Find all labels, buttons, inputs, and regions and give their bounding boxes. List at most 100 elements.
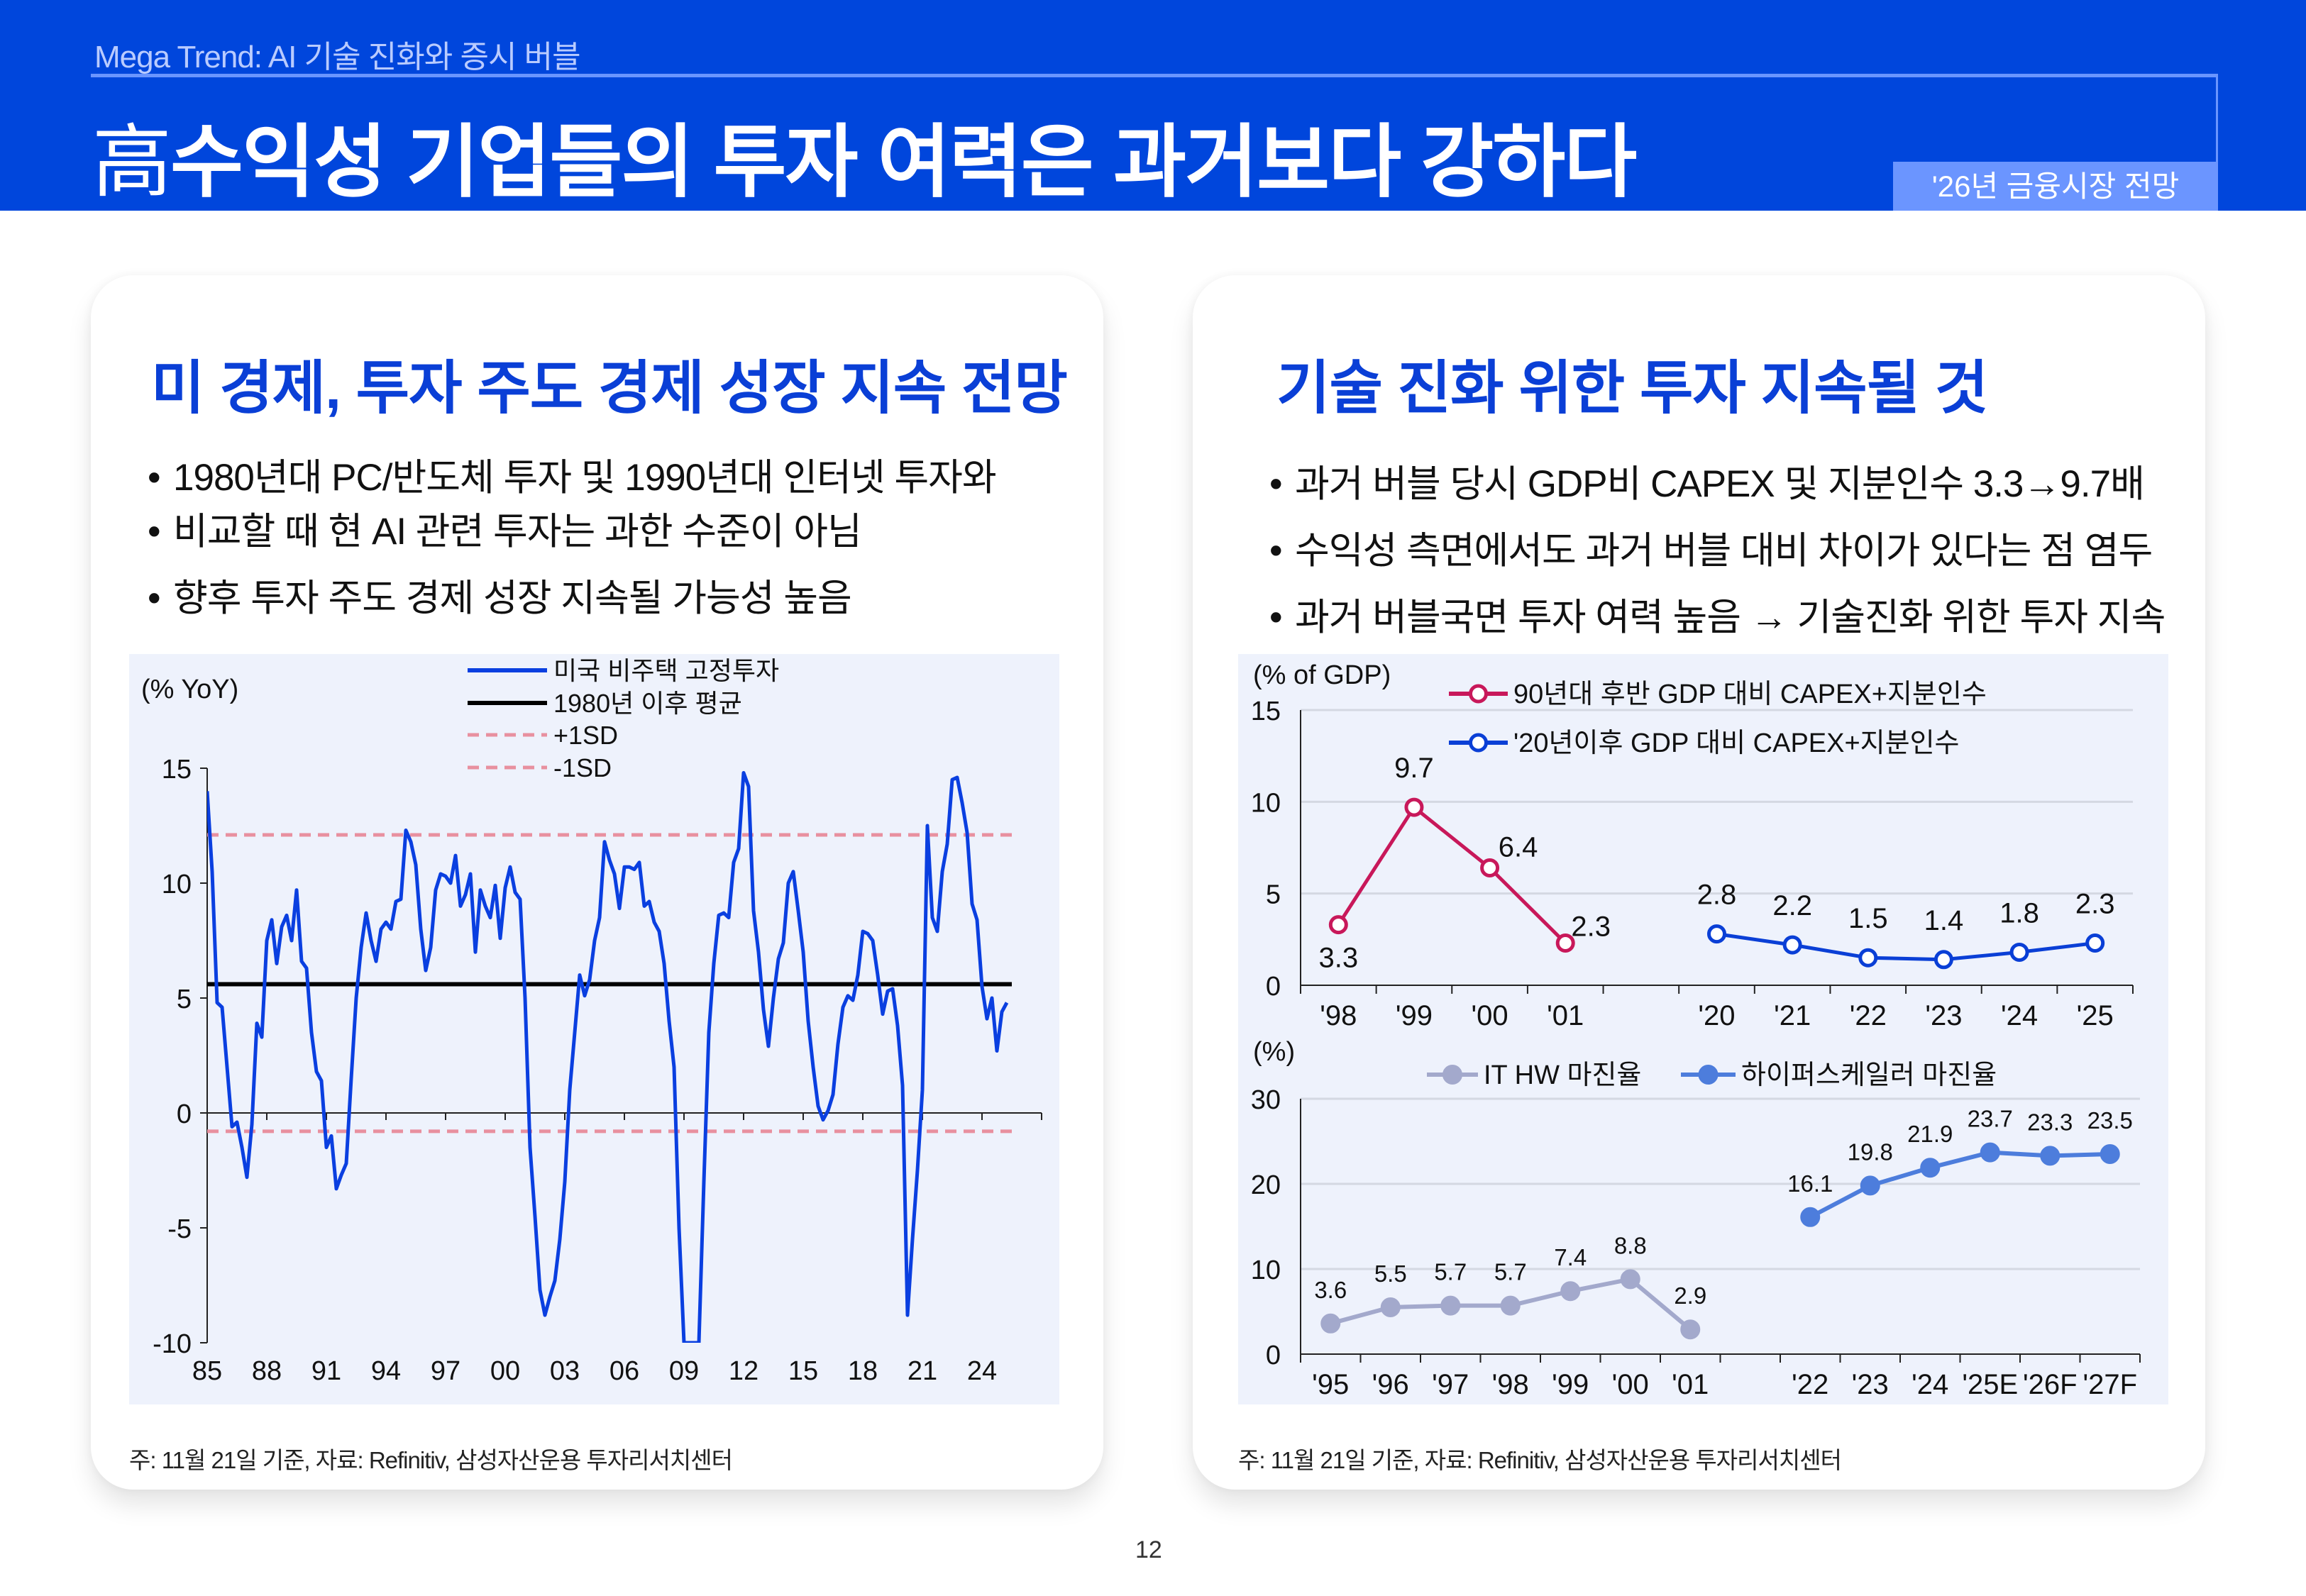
header-divider-vertical xyxy=(2216,74,2218,163)
data-point xyxy=(1920,1158,1941,1178)
data-label: 2.8 xyxy=(1697,880,1737,911)
legend-marker xyxy=(1698,1065,1719,1085)
y-tick-label: 30 xyxy=(1251,1085,1281,1115)
data-label: 3.3 xyxy=(1319,943,1359,974)
data-point xyxy=(1560,1281,1581,1302)
bullet-item: 수익성 측면에서도 과거 버블 대비 차이가 있다는 점 염두 xyxy=(1269,518,2165,584)
data-label: 2.9 xyxy=(1674,1282,1706,1309)
legend-label: IT HW 마진율 xyxy=(1484,1060,1641,1090)
y-tick-label: 10 xyxy=(162,870,192,899)
x-tick-label: 94 xyxy=(371,1356,401,1386)
x-tick-label: '25E xyxy=(1962,1369,2018,1400)
x-tick-label: '25 xyxy=(2077,1000,2114,1031)
data-label: 21.9 xyxy=(1907,1121,1953,1147)
y-tick-label: 5 xyxy=(177,985,192,1014)
data-label: 16.1 xyxy=(1787,1170,1833,1197)
x-tick-label: '96 xyxy=(1372,1369,1409,1400)
x-tick-label: 15 xyxy=(788,1356,818,1386)
x-tick-label: '00 xyxy=(1472,1000,1508,1031)
legend-label: +1SD xyxy=(553,721,618,750)
x-tick-label: '95 xyxy=(1312,1369,1349,1400)
bullet-item: 1980년대 PC/반도체 투자 및 1990년대 인터넷 투자와 xyxy=(148,451,997,505)
header-divider xyxy=(91,74,2218,77)
data-point xyxy=(2009,942,2029,962)
legend-label: 1980년 이후 평균 xyxy=(553,689,742,718)
data-label: 5.7 xyxy=(1434,1259,1467,1285)
title-prefix: 高 xyxy=(92,116,172,209)
x-tick-label: '21 xyxy=(1774,1000,1811,1031)
bullet-item: 과거 버블국면 투자 여력 높음 → 기술진화 위한 투자 지속 xyxy=(1269,584,2166,651)
x-tick-label: '23 xyxy=(1925,1000,1962,1031)
x-tick-label: '99 xyxy=(1552,1369,1589,1400)
series-line-0 xyxy=(1337,804,1567,945)
y-tick-label: 0 xyxy=(1266,1341,1281,1370)
left-card-title: 미 경제, 투자 주도 경제 성장 지속 전망 xyxy=(151,356,1068,421)
x-tick-label: 03 xyxy=(550,1356,580,1386)
x-tick-label: 12 xyxy=(729,1356,758,1386)
legend-label: '20년이후 GDP 대비 CAPEX+지분인수 xyxy=(1513,728,1960,758)
data-point xyxy=(2085,933,2105,953)
x-tick-label: '98 xyxy=(1320,1000,1357,1031)
data-point xyxy=(1480,858,1500,877)
data-point xyxy=(1620,1269,1640,1290)
y-axis-label: (%) xyxy=(1253,1037,1295,1067)
data-point xyxy=(1980,1142,2000,1163)
section-kicker: Mega Trend: AI 기술 진화와 증시 버블 xyxy=(94,40,581,74)
data-label: 8.8 xyxy=(1614,1232,1647,1258)
x-tick-label: 00 xyxy=(490,1356,520,1386)
data-label: 7.4 xyxy=(1554,1244,1587,1270)
data-point xyxy=(1555,933,1575,953)
x-tick-label: '99 xyxy=(1396,1000,1433,1031)
data-point xyxy=(1328,915,1348,935)
y-axis-label: (% of GDP) xyxy=(1253,660,1391,690)
bullet-item: 향후 투자 주도 경제 성장 지속될 가능성 높음 xyxy=(148,572,996,626)
report-tag: '26년 금융시장 전망 xyxy=(1893,162,2218,211)
title-text: 수익성 기업들의 투자 여력은 과거보다 강하다 xyxy=(170,118,1637,206)
data-point xyxy=(2100,1144,2120,1164)
right-card-title: 기술 진화 위한 투자 지속될 것 xyxy=(1276,356,1988,421)
data-point xyxy=(1707,924,1726,944)
data-label: 23.5 xyxy=(2087,1107,2133,1134)
data-point xyxy=(1933,950,1953,970)
data-label: 9.7 xyxy=(1394,753,1434,784)
x-tick-label: '23 xyxy=(1852,1369,1889,1400)
data-point xyxy=(1320,1313,1341,1334)
x-tick-label: 06 xyxy=(609,1356,639,1386)
legend-label: -1SD xyxy=(553,753,612,782)
data-label: 5.7 xyxy=(1494,1259,1527,1285)
capex-margin-charts: (% of GDP) 15 10 5 0 '98 '99 '00 '01 '20 '21 '22 '23… xyxy=(1238,654,2168,1404)
source-note: 주: 11월 21일 기준, 자료: Refinitiv, 삼성자산운용 투자리… xyxy=(129,1447,733,1473)
x-tick-label: 91 xyxy=(311,1356,341,1386)
x-tick-label: '24 xyxy=(2001,1000,2038,1031)
y-tick-label: 0 xyxy=(1266,972,1281,1002)
y-tick-label: 10 xyxy=(1251,1256,1281,1285)
data-label: 1.8 xyxy=(1999,897,2039,929)
source-note: 주: 11월 21일 기준, 자료: Refinitiv, 삼성자산운용 투자리… xyxy=(1238,1447,1842,1473)
bullet-text: 비교할 때 현 AI 관련 투자는 과한 수준이 아님 xyxy=(173,511,862,553)
data-point xyxy=(1404,797,1424,817)
series-line-1 xyxy=(1716,932,2096,962)
x-tick-label: '22 xyxy=(1792,1369,1828,1400)
page-number: 12 xyxy=(1135,1536,1162,1563)
data-label: 1.5 xyxy=(1848,903,1888,934)
y-tick-label: 5 xyxy=(1266,880,1281,910)
investment-growth-chart: (% YoY) 15 10 5 0 -5 -10 85 88 91 94 97 00 03 06 09 12 15… xyxy=(129,654,1059,1404)
data-point xyxy=(1860,1175,1880,1196)
legend-marker xyxy=(1469,684,1488,704)
x-tick-label: 97 xyxy=(431,1356,460,1386)
data-point xyxy=(1500,1295,1521,1316)
legend-label: 미국 비주택 고정투자 xyxy=(553,656,779,685)
page-title: 高수익성 기업들의 투자 여력은 과거보다 강하다 xyxy=(92,98,1637,213)
x-tick-label: 88 xyxy=(252,1356,282,1386)
data-point xyxy=(1380,1297,1401,1317)
y-tick-label: 20 xyxy=(1251,1170,1281,1200)
x-tick-label: '01 xyxy=(1672,1369,1709,1400)
x-tick-label: 09 xyxy=(669,1356,699,1386)
x-tick-label: '27F xyxy=(2082,1369,2137,1400)
data-point xyxy=(1800,1207,1821,1227)
x-tick-label: '20 xyxy=(1698,1000,1735,1031)
data-point xyxy=(1680,1319,1701,1340)
legend-label: 하이퍼스케일러 마진율 xyxy=(1741,1060,1997,1090)
header-banner: Mega Trend: AI 기술 진화와 증시 버블 高수익성 기업들의 투자… xyxy=(0,0,2306,211)
